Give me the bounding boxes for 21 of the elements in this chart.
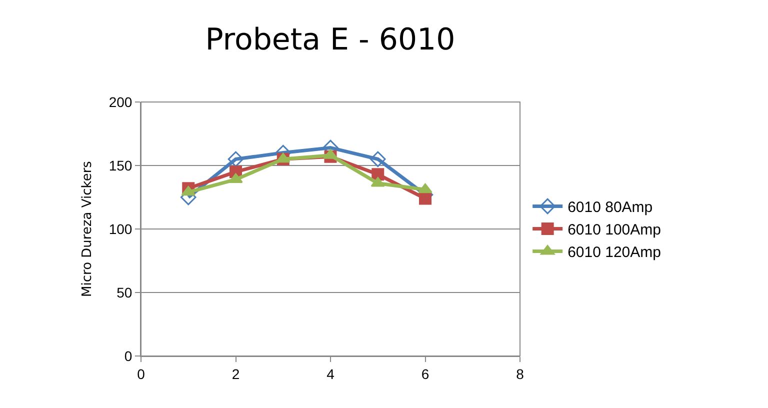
x-tick-label: 4 bbox=[326, 366, 335, 382]
point bbox=[228, 151, 244, 168]
y-tick-label: 0 bbox=[124, 348, 132, 364]
x-tick-label: 8 bbox=[516, 366, 524, 382]
legend-label: 6010 80Amp bbox=[568, 199, 653, 216]
y-tick-label: 200 bbox=[108, 94, 132, 110]
y-axis-title: Micro Dureza Vickers bbox=[80, 160, 95, 297]
y-tick-label: 100 bbox=[108, 220, 132, 237]
chart-title: Probeta E - 6010 bbox=[205, 22, 456, 58]
legend-label: 6010 100Amp bbox=[568, 222, 661, 239]
point bbox=[181, 186, 196, 196]
x-tick-label: 6 bbox=[421, 366, 430, 382]
point bbox=[370, 151, 386, 168]
y-tick-label: 50 bbox=[116, 284, 132, 300]
legend-label: 6010 120Amp bbox=[568, 244, 661, 262]
x-tick-label: 2 bbox=[232, 366, 240, 382]
y-tick-label: 150 bbox=[108, 157, 132, 174]
point bbox=[276, 152, 290, 163]
x-tick-label: 0 bbox=[137, 366, 146, 382]
point bbox=[419, 192, 432, 205]
point bbox=[418, 183, 432, 194]
